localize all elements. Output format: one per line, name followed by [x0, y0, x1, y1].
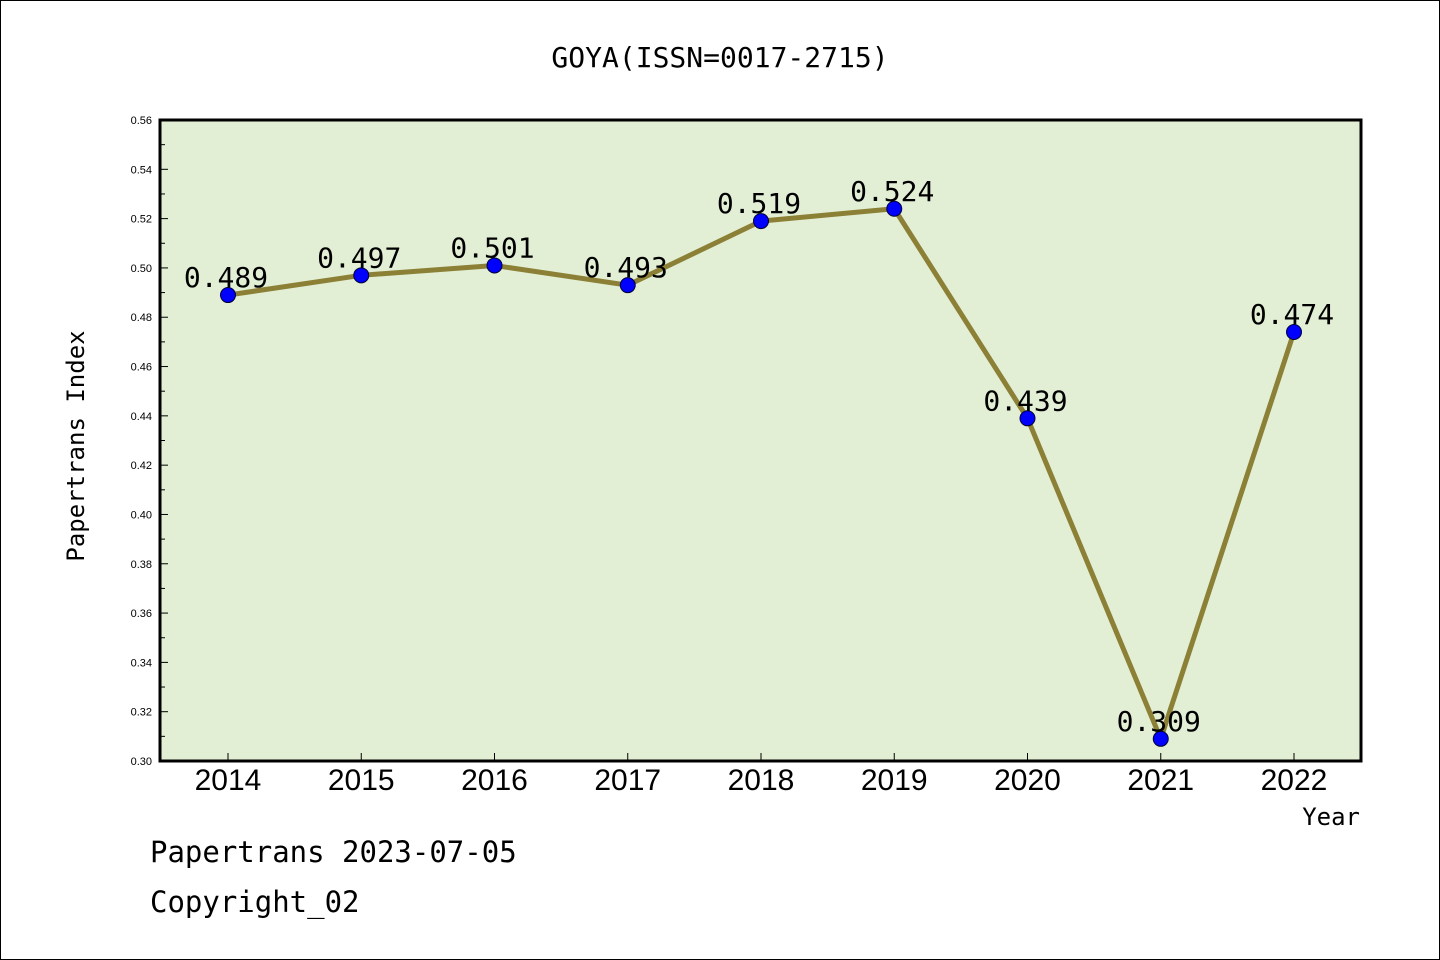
data-label: 0.519: [717, 187, 801, 220]
data-label: 0.524: [850, 175, 934, 208]
y-axis-label: Papertrans Index: [62, 330, 90, 561]
y-tick-label: 0.48: [131, 312, 152, 324]
data-point: [619, 277, 636, 294]
data-point: [353, 267, 370, 284]
y-tick-label: 0.44: [131, 411, 152, 423]
x-tick-label: 2020: [994, 764, 1061, 797]
y-tick-label: 0.38: [131, 559, 152, 571]
footer-date: Papertrans 2023-07-05: [150, 835, 517, 869]
series-markers: [220, 200, 1302, 747]
x-tick-label: 2022: [1261, 764, 1328, 797]
y-tick-label: 0.30: [131, 756, 152, 768]
data-labels: 0.489 0.497 0.501 0.493 0.519 0.524 0.439 0.309…: [184, 175, 1334, 738]
data-point: [753, 213, 769, 230]
data-label: 0.493: [584, 251, 668, 284]
data-label: 0.309: [1117, 705, 1201, 738]
data-label: 0.489: [184, 261, 268, 294]
y-tick-label: 0.50: [131, 263, 152, 275]
x-tick-label: 2019: [861, 764, 928, 797]
data-label: 0.497: [317, 241, 401, 274]
x-tick-label: 2016: [461, 764, 528, 797]
data-point: [486, 257, 503, 274]
x-axis: 2014 2015 2016 2017 2018 2019 2020 2021 2022: [195, 753, 1328, 797]
footer-copyright: Copyright_02: [150, 885, 360, 919]
data-label: 0.501: [450, 231, 534, 264]
y-tick-label: 0.46: [131, 362, 152, 374]
x-tick-label: 2017: [594, 764, 661, 797]
y-tick-label: 0.52: [131, 214, 152, 226]
y-tick-label: 0.56: [131, 115, 152, 127]
data-point: [1286, 324, 1302, 341]
x-axis-label: Year: [1302, 803, 1360, 831]
data-label: 0.474: [1250, 298, 1334, 331]
data-point: [1019, 410, 1036, 427]
data-point: [220, 287, 236, 304]
chart-title: GOYA(ISSN=0017-2715): [551, 41, 888, 74]
x-tick-label: 2014: [195, 764, 262, 797]
x-tick-label: 2015: [328, 764, 395, 797]
y-tick-label: 0.34: [131, 657, 152, 669]
y-tick-label: 0.36: [131, 608, 152, 620]
data-point: [1152, 730, 1169, 747]
y-tick-label: 0.32: [131, 707, 152, 719]
x-tick-label: 2021: [1127, 764, 1194, 797]
x-tick-label: 2018: [728, 764, 795, 797]
y-axis: 0.30 0.32 0.34 0.36 0.38 0.40 0.42 0.44 0.46 0.48…: [131, 115, 168, 768]
data-point: [886, 200, 903, 217]
y-tick-label: 0.40: [131, 509, 152, 521]
y-tick-label: 0.42: [131, 460, 152, 472]
data-label: 0.439: [983, 384, 1067, 417]
y-tick-label: 0.54: [131, 164, 152, 176]
